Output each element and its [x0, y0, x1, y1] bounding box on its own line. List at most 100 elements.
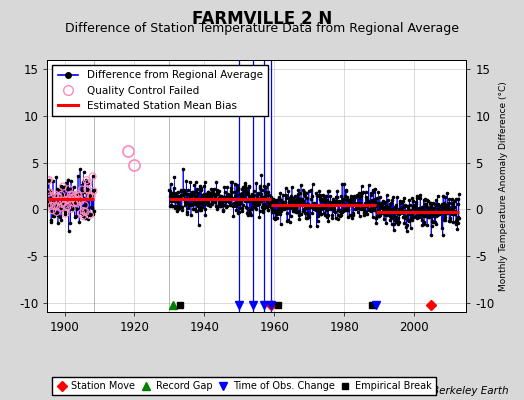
Point — [174, 194, 182, 200]
Point — [391, 214, 400, 220]
Point — [418, 222, 427, 228]
Point — [194, 222, 203, 228]
Point — [50, 213, 58, 220]
Point — [390, 217, 399, 224]
Point — [381, 208, 390, 215]
Point — [242, 204, 250, 210]
Point — [178, 203, 186, 210]
Point — [56, 205, 64, 211]
Point — [454, 201, 463, 207]
Point — [63, 192, 71, 198]
Point — [269, 209, 277, 216]
Point — [57, 183, 65, 190]
Point — [398, 204, 406, 210]
Point — [198, 196, 206, 202]
Point — [409, 202, 418, 208]
Point — [442, 208, 451, 214]
Point — [354, 190, 363, 196]
Point — [258, 204, 267, 210]
Point — [407, 211, 415, 217]
Point — [405, 197, 413, 204]
Point — [442, 205, 451, 212]
Point — [303, 214, 311, 221]
Point — [75, 197, 83, 203]
Point — [305, 213, 314, 220]
Point — [385, 208, 394, 214]
Point — [408, 195, 417, 201]
Point — [232, 206, 241, 213]
Point — [345, 196, 353, 203]
Point — [297, 200, 305, 207]
Point — [70, 201, 79, 207]
Point — [285, 188, 293, 194]
Point — [45, 177, 53, 183]
Point — [362, 194, 370, 200]
Point — [353, 205, 362, 212]
Point — [301, 193, 310, 199]
Point — [235, 208, 243, 215]
Point — [312, 201, 320, 207]
Point — [74, 194, 82, 200]
Point — [313, 193, 321, 199]
Point — [59, 206, 68, 212]
Point — [427, 212, 435, 218]
Point — [196, 195, 205, 201]
Point — [266, 202, 275, 209]
Point — [272, 215, 281, 221]
Point — [411, 202, 419, 208]
Point — [205, 190, 213, 196]
Point — [387, 208, 395, 214]
Point — [184, 195, 192, 202]
Point — [81, 209, 90, 215]
Point — [243, 190, 251, 197]
Point — [223, 184, 232, 190]
Point — [248, 193, 256, 199]
Point — [211, 195, 220, 202]
Point — [223, 202, 231, 209]
Point — [209, 190, 217, 196]
Point — [326, 193, 335, 199]
Point — [192, 200, 201, 206]
Point — [299, 191, 308, 197]
Point — [291, 199, 299, 205]
Point — [373, 213, 381, 220]
Point — [363, 202, 371, 208]
Point — [227, 202, 236, 208]
Point — [276, 190, 285, 196]
Point — [179, 165, 187, 172]
Point — [61, 198, 69, 204]
Point — [78, 186, 86, 193]
Point — [205, 191, 213, 197]
Point — [406, 211, 414, 217]
Point — [445, 196, 454, 202]
Point — [387, 221, 396, 228]
Point — [168, 196, 177, 203]
Point — [448, 211, 456, 217]
Point — [452, 220, 461, 227]
Point — [409, 198, 418, 204]
Point — [55, 197, 63, 204]
Point — [322, 203, 330, 209]
Point — [274, 207, 282, 213]
Point — [222, 198, 231, 204]
Point — [242, 185, 250, 192]
Point — [401, 202, 409, 209]
Point — [252, 200, 260, 207]
Point — [60, 184, 69, 190]
Point — [285, 199, 293, 205]
Point — [211, 197, 220, 203]
Point — [319, 192, 328, 199]
Point — [325, 206, 334, 212]
Point — [60, 192, 68, 198]
Point — [260, 189, 269, 195]
Point — [44, 177, 52, 184]
Point — [302, 205, 311, 211]
Point — [212, 179, 221, 186]
Point — [168, 203, 176, 209]
Point — [289, 208, 297, 215]
Point — [198, 204, 206, 210]
Point — [220, 198, 228, 204]
Point — [308, 210, 316, 217]
Point — [205, 202, 214, 209]
Point — [185, 202, 193, 208]
